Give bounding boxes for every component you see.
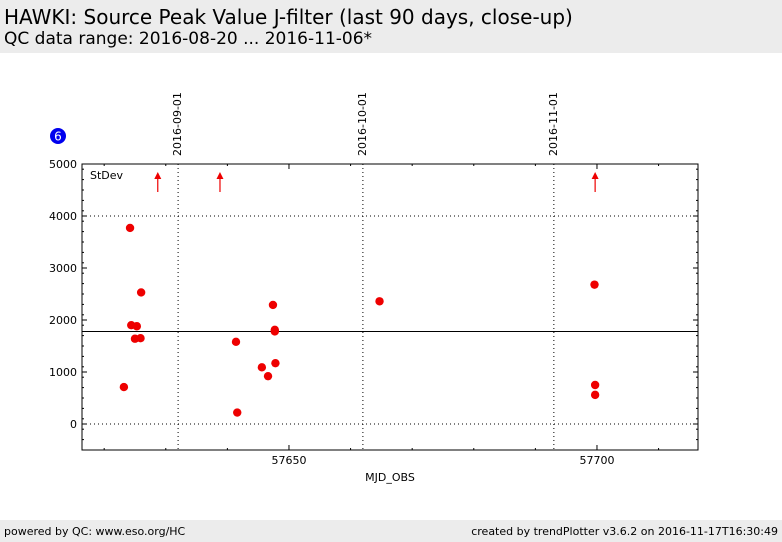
outlier-arrow-head bbox=[216, 172, 224, 179]
stdev-annotation: StDev bbox=[90, 169, 124, 182]
data-point bbox=[375, 297, 384, 306]
data-point bbox=[268, 300, 278, 310]
data-point bbox=[136, 288, 146, 297]
footer-created-by: created by trendPlotter v3.6.2 on 2016-1… bbox=[471, 525, 778, 538]
data-point bbox=[136, 334, 145, 343]
outlier-arrow bbox=[154, 172, 162, 192]
y-tick-label: 0 bbox=[70, 418, 77, 431]
data-point bbox=[132, 322, 142, 331]
y-tick-label: 2000 bbox=[49, 314, 77, 327]
footer-band: powered by QC: www.eso.org/HC created by… bbox=[0, 520, 782, 542]
data-point bbox=[590, 380, 600, 390]
y-tick-label: 3000 bbox=[49, 262, 77, 275]
data-point bbox=[231, 337, 241, 347]
plot-frame bbox=[81, 163, 699, 451]
badge-label: 6 bbox=[54, 130, 62, 144]
date-marker-label: 2016-09-01 bbox=[171, 92, 184, 156]
header-band: HAWKI: Source Peak Value J-filter (last … bbox=[0, 0, 782, 53]
x-tick-label: 57650 bbox=[271, 454, 306, 467]
date-marker-label: 2016-10-01 bbox=[356, 92, 369, 156]
data-point bbox=[257, 363, 267, 372]
data-point bbox=[125, 223, 135, 233]
date-marker-label: 2016-11-01 bbox=[547, 92, 560, 156]
outlier-arrow-head bbox=[154, 172, 162, 179]
data-point bbox=[590, 280, 599, 289]
data-point bbox=[590, 390, 600, 400]
badge-circle bbox=[50, 128, 66, 144]
x-axis-label: MJD_OBS bbox=[365, 471, 415, 484]
data-point bbox=[233, 408, 242, 417]
outlier-arrow bbox=[591, 172, 599, 192]
data-point bbox=[270, 327, 280, 336]
data-point bbox=[263, 371, 273, 381]
x-tick-label: 57700 bbox=[579, 454, 614, 467]
y-tick-label: 5000 bbox=[49, 158, 77, 171]
y-tick-label: 1000 bbox=[49, 366, 77, 379]
data-point bbox=[271, 358, 280, 368]
qc-data-range: QC data range: 2016-08-20 ... 2016-11-06… bbox=[4, 29, 373, 49]
y-tick-label: 4000 bbox=[49, 210, 77, 223]
dataset-count-badge: 6 bbox=[50, 128, 66, 144]
chart-title: HAWKI: Source Peak Value J-filter (last … bbox=[4, 5, 573, 29]
outlier-arrow-head bbox=[591, 172, 599, 179]
scatter-chart: 2016-09-01 2016-10-01 2016-11-01 0 1000 2000 3… bbox=[49, 92, 699, 484]
data-point bbox=[119, 382, 129, 392]
outlier-arrow bbox=[216, 172, 224, 192]
footer-powered-by: powered by QC: www.eso.org/HC bbox=[4, 525, 186, 538]
